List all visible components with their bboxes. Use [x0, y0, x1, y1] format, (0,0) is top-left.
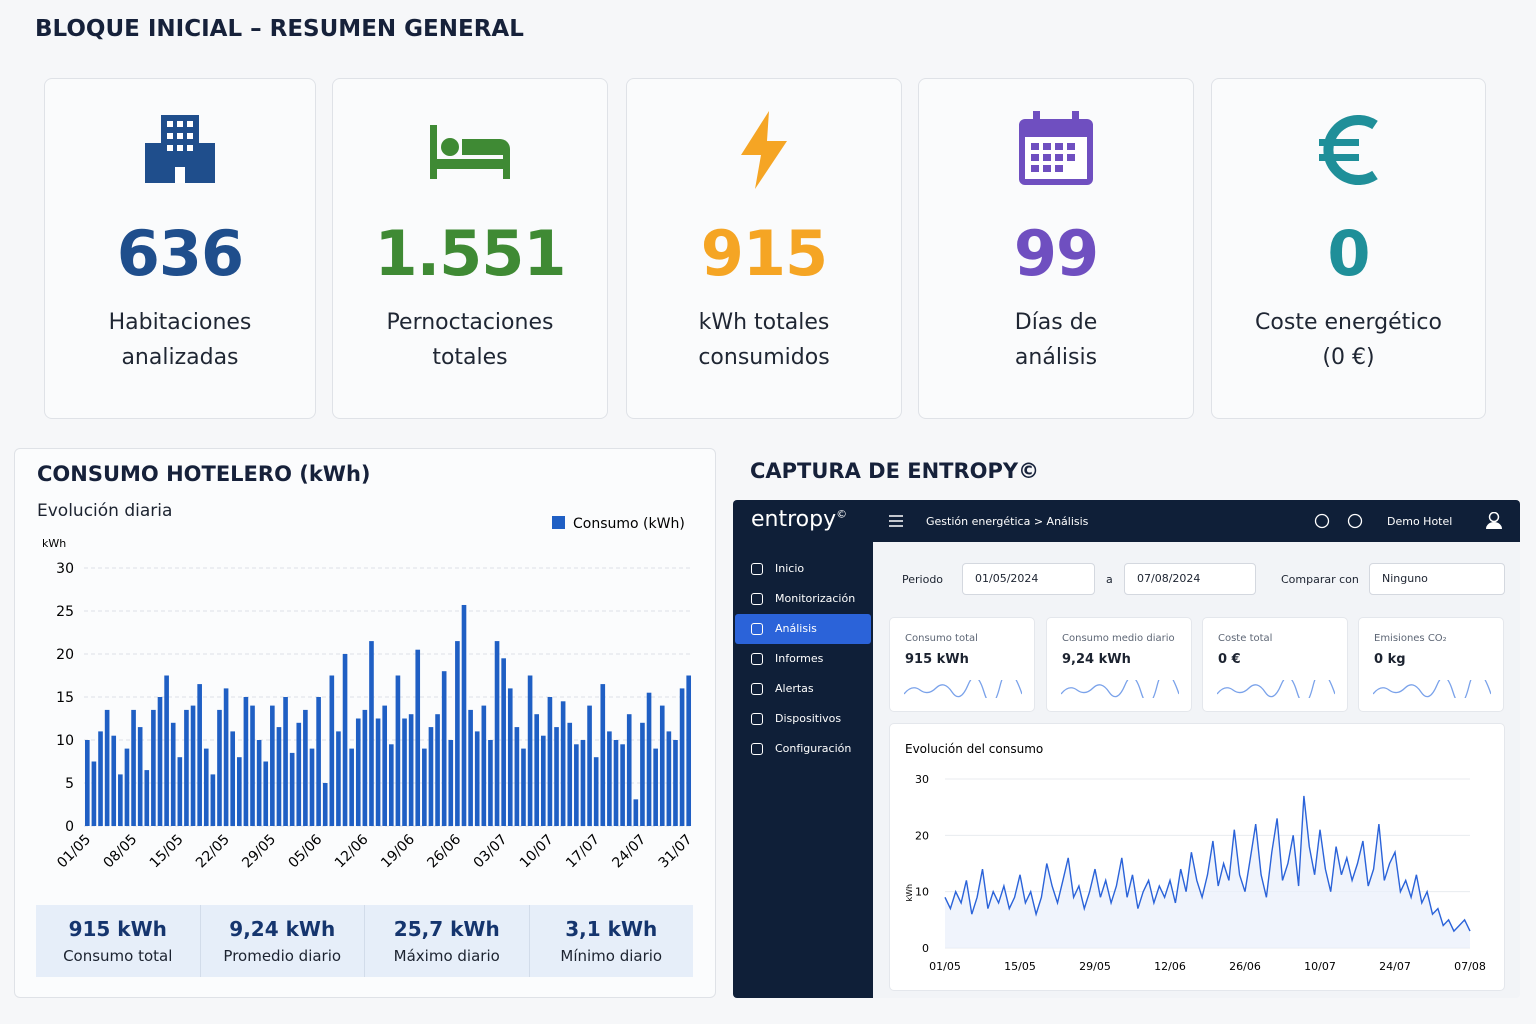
- kpi-label: kWh totales consumidos: [627, 305, 901, 375]
- label-line: Días de: [1014, 310, 1098, 335]
- summary-label: Mínimo diario: [560, 947, 663, 965]
- menu-item[interactable]: Inicio: [735, 554, 871, 584]
- menu-item[interactable]: Monitorización: [735, 584, 871, 614]
- summary-value: 25,7 kWh: [393, 917, 500, 941]
- label-line: Pernoctaciones: [386, 310, 554, 335]
- sparkline: [1061, 680, 1179, 698]
- chart-card: [889, 723, 1505, 991]
- label-line: Coste energético: [1255, 310, 1442, 335]
- menu-item[interactable]: Dispositivos: [735, 704, 871, 734]
- app-topbar: entropy© Gestión energética > Análisis D…: [733, 500, 1520, 542]
- kpi-card: 915 kWh totales consumidos: [626, 78, 902, 419]
- menu-item[interactable]: Análisis: [735, 614, 871, 644]
- kpi-value: 636: [116, 217, 244, 290]
- summary-label: Promedio diario: [223, 947, 342, 965]
- kpi-card: 636 Habitaciones analizadas: [44, 78, 316, 419]
- app-kpi-value: 0 €: [1218, 652, 1241, 667]
- kpi-label: Pernoctaciones totales: [333, 305, 607, 375]
- summary-cell: 9,24 kWh Promedio diario: [199, 905, 365, 977]
- bolt-icon: [741, 111, 787, 189]
- app-sidebar: Inicio Monitorización Análisis Informes Aler…: [733, 542, 873, 998]
- top-icons: [1314, 513, 1363, 529]
- kpi-label: Habitaciones analizadas: [45, 305, 315, 375]
- app-kpi-card: Consumo medio diario 9,24 kWh: [1046, 617, 1192, 712]
- kpi-card: 99 Días de análisis: [918, 78, 1194, 419]
- logo-text: entropy: [751, 507, 837, 532]
- sparkline: [1217, 680, 1335, 698]
- date-input[interactable]: 01/05/2024: [962, 563, 1095, 595]
- label-line: analizadas: [121, 345, 239, 370]
- menu-item[interactable]: Alertas: [735, 674, 871, 704]
- kpi-label: Días de análisis: [919, 305, 1193, 375]
- euro-icon: [1318, 115, 1378, 185]
- calendar-icon: [1019, 111, 1093, 185]
- summary-cell: 915 kWh Consumo total: [36, 905, 200, 977]
- summary-value: 3,1 kWh: [565, 917, 658, 941]
- summary-cell: 3,1 kWh Mínimo diario: [528, 905, 694, 977]
- summary-label: Consumo total: [63, 947, 173, 965]
- summary-value: 915 kWh: [68, 917, 167, 941]
- menu-item[interactable]: Configuración: [735, 734, 871, 764]
- filter-separator: a: [1106, 573, 1113, 586]
- label-line: kWh totales: [698, 310, 830, 335]
- menu-item[interactable]: Informes: [735, 644, 871, 674]
- kpi-card: 1.551 Pernoctaciones totales: [332, 78, 608, 419]
- panel-subtitle: Evolución diaria: [37, 501, 173, 521]
- compare-select[interactable]: Ninguno: [1369, 563, 1505, 595]
- sparkline: [1373, 680, 1491, 698]
- bed-icon: [430, 125, 510, 179]
- app-kpi-value: 9,24 kWh: [1062, 652, 1131, 667]
- app-kpi-label: Consumo medio diario: [1062, 633, 1175, 644]
- label-line: totales: [432, 345, 508, 370]
- summary-cell: 25,7 kWh Máximo diario: [364, 905, 529, 977]
- panel-title: CONSUMO HOTELERO (kWh): [37, 462, 371, 486]
- date-input[interactable]: 07/08/2024: [1124, 563, 1256, 595]
- summary-label: Máximo diario: [393, 947, 500, 965]
- summary-value: 9,24 kWh: [229, 917, 336, 941]
- menu-icon: [889, 515, 903, 527]
- app-logo: entropy©: [751, 507, 847, 532]
- hotel-selector[interactable]: Demo Hotel: [1387, 515, 1453, 528]
- app-kpi-label: Consumo total: [905, 633, 978, 644]
- label-line: consumidos: [698, 345, 830, 370]
- app-kpi-card: Emisiones CO₂ 0 kg: [1358, 617, 1504, 712]
- app-kpi-label: Coste total: [1218, 633, 1273, 644]
- label-line: análisis: [1014, 345, 1098, 370]
- app-kpi-value: 915 kWh: [905, 652, 969, 667]
- summary-strip: 915 kWh Consumo total 9,24 kWh Promedio di…: [36, 905, 693, 977]
- kpi-label: Coste energético (0 €): [1212, 305, 1485, 375]
- label-line: Habitaciones: [108, 310, 252, 335]
- breadcrumb: Gestión energética > Análisis: [926, 515, 1089, 528]
- page-title: BLOQUE INICIAL – RESUMEN GENERAL: [35, 16, 524, 42]
- kpi-value: 1.551: [374, 217, 566, 290]
- logo-mark: ©: [836, 507, 848, 521]
- kpi-value: 915: [700, 217, 828, 290]
- building-icon: [145, 115, 215, 183]
- app-kpi-value: 0 kg: [1374, 652, 1406, 667]
- sparkline: [904, 680, 1022, 698]
- kpi-value: 0: [1327, 217, 1370, 290]
- app-kpi-label: Emisiones CO₂: [1374, 633, 1447, 644]
- section-title: CAPTURA DE ENTROPY©: [750, 459, 1040, 483]
- filter-label: Periodo: [902, 573, 944, 586]
- user-icon[interactable]: [1484, 512, 1504, 530]
- kpi-card: 0 Coste energético (0 €): [1211, 78, 1486, 419]
- kpi-value: 99: [1013, 217, 1099, 290]
- app-kpi-card: Consumo total 915 kWh: [889, 617, 1035, 712]
- app-screenshot: entropy© Gestión energética > Análisis D…: [733, 500, 1520, 998]
- app-kpi-card: Coste total 0 €: [1202, 617, 1348, 712]
- filter-label: Comparar con: [1281, 573, 1359, 586]
- label-line: (0 €): [1322, 345, 1375, 370]
